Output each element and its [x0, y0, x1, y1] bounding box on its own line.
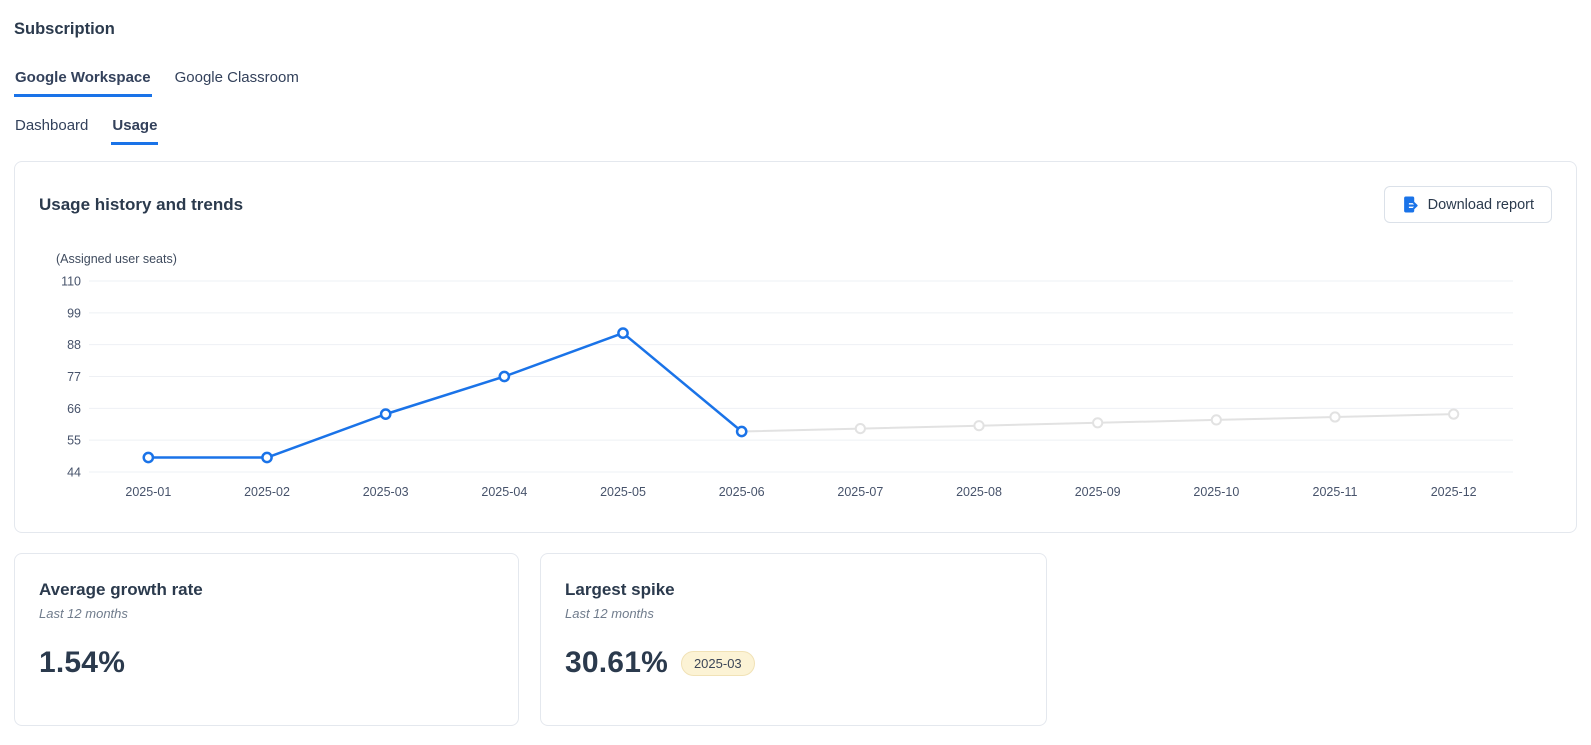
- x-tick-label: 2025-09: [1075, 485, 1121, 499]
- usage-card-title: Usage history and trends: [39, 194, 244, 214]
- average-growth-rate-card: Average growth rate Last 12 months 1.54%: [14, 553, 519, 726]
- actual-data-point: [261, 451, 273, 464]
- tab-google-classroom[interactable]: Google Classroom: [174, 69, 299, 86]
- y-axis-unit-label: (Assigned user seats): [56, 252, 177, 266]
- projected-data-point: [1329, 411, 1341, 423]
- product-tabs: Google Workspace Google Classroom: [14, 69, 1577, 97]
- tab-usage[interactable]: Usage: [111, 117, 159, 145]
- projected-data-point: [1448, 408, 1460, 420]
- tab-dashboard[interactable]: Dashboard: [15, 117, 89, 134]
- stat-subtitle: Last 12 months: [565, 606, 654, 621]
- actual-data-point: [142, 451, 155, 464]
- tab-google-workspace[interactable]: Google Workspace: [14, 69, 152, 97]
- page-title: Subscription: [14, 20, 115, 38]
- y-tick-label: 99: [67, 306, 81, 320]
- x-tick-label: 2025-10: [1193, 485, 1239, 499]
- export-report-icon: [1402, 196, 1419, 213]
- y-tick-label: 77: [67, 370, 81, 384]
- x-tick-label: 2025-11: [1313, 485, 1358, 499]
- x-tick-label: 2025-07: [837, 485, 883, 499]
- x-tick-label: 2025-12: [1431, 485, 1477, 499]
- stat-title: Largest spike: [565, 580, 675, 599]
- largest-spike-month-badge: 2025-03: [680, 650, 755, 676]
- usage-chart: (Assigned user seats) 44 55 66 77 88 99 110 2025…: [56, 252, 1513, 499]
- stat-subtitle: Last 12 months: [39, 606, 128, 621]
- x-tick-label: 2025-02: [244, 485, 290, 499]
- average-growth-rate-value: 1.54%: [39, 646, 126, 679]
- stat-value-row: 1.54%: [39, 646, 494, 680]
- x-tick-label: 2025-06: [719, 485, 765, 499]
- actual-data-point: [379, 408, 392, 420]
- largest-spike-value: 30.61%: [565, 646, 668, 679]
- x-tick-label: 2025-03: [363, 485, 409, 499]
- projected-data-point: [1210, 414, 1222, 426]
- actual-series-line: [147, 331, 743, 459]
- x-tick-label: 2025-01: [125, 485, 171, 499]
- usage-history-card: Usage history and trends Download report…: [14, 161, 1577, 533]
- y-tick-label: 66: [67, 402, 81, 416]
- stat-value-row: 30.61% 2025-03: [565, 646, 1022, 680]
- stat-title: Average growth rate: [39, 580, 203, 599]
- x-tick-label: 2025-05: [600, 485, 646, 499]
- y-tick-label: 110: [61, 275, 81, 289]
- projected-data-point: [973, 420, 985, 432]
- y-tick-label: 88: [67, 338, 81, 352]
- y-tick-label: 44: [67, 466, 81, 480]
- download-report-button[interactable]: Download report: [1383, 186, 1552, 223]
- actual-data-point: [498, 370, 511, 383]
- usage-card-header: Usage history and trends Download report: [39, 186, 1552, 223]
- stat-cards-row: Average growth rate Last 12 months 1.54%…: [14, 553, 1577, 726]
- largest-spike-card: Largest spike Last 12 months 30.61% 2025…: [540, 553, 1047, 726]
- download-report-label: Download report: [1427, 196, 1534, 213]
- y-tick-label: 55: [67, 434, 81, 448]
- projected-data-point: [854, 422, 866, 435]
- view-tabs: Dashboard Usage: [14, 117, 1577, 145]
- actual-data-point: [617, 327, 629, 339]
- page-container: Subscription Google Workspace Google Cla…: [14, 20, 1577, 726]
- x-tick-label: 2025-08: [956, 485, 1002, 499]
- x-tick-label: 2025-04: [481, 485, 527, 499]
- projected-data-point: [1092, 417, 1104, 429]
- actual-data-point: [735, 425, 748, 438]
